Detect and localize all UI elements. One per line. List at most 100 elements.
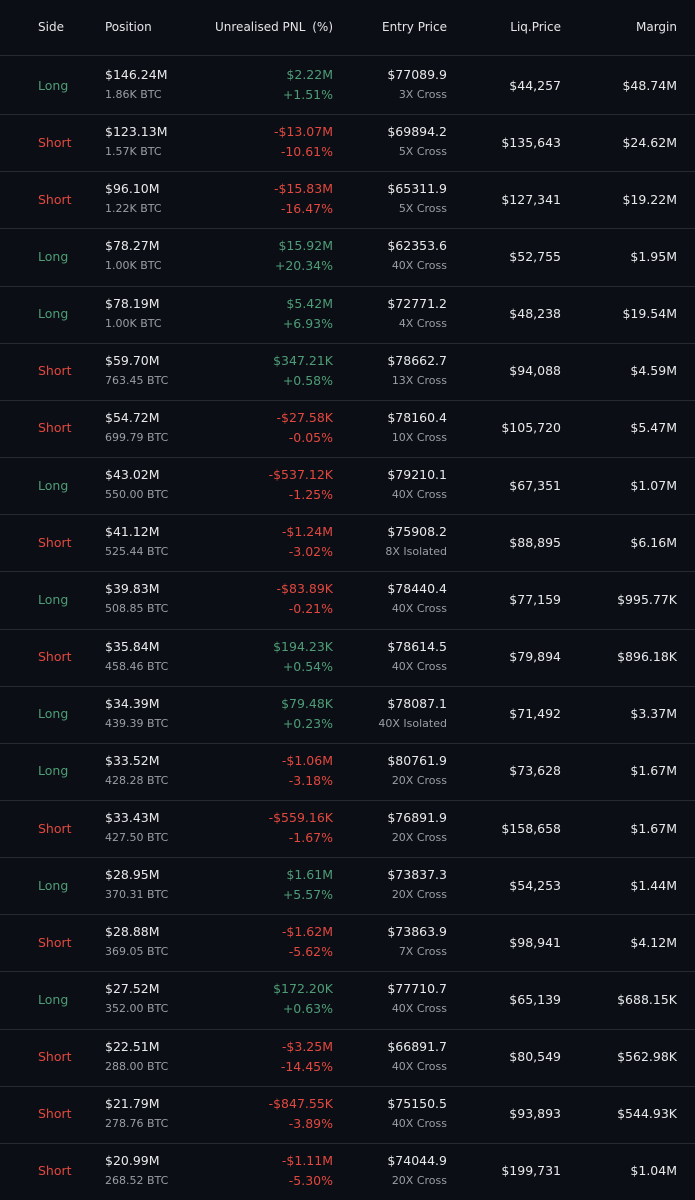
pnl-value: -$537.12K	[268, 467, 333, 483]
margin: $544.93K	[617, 1106, 677, 1122]
position-value: $20.99M	[105, 1152, 160, 1168]
row-divider	[0, 685, 695, 687]
header-pct: (%)	[312, 20, 333, 34]
pnl-value: -$27.58K	[276, 409, 333, 425]
entry-price: $74044.9	[387, 1152, 447, 1168]
entry-price: $79210.1	[387, 467, 447, 483]
leverage: 4X Cross	[398, 316, 447, 330]
position-size: 508.85 BTC	[105, 602, 169, 616]
header-divider	[0, 55, 695, 56]
leverage: 7X Cross	[398, 945, 447, 959]
position-value: $41.12M	[105, 524, 160, 540]
pnl-value: -$13.07M	[273, 124, 333, 140]
pnl-percent: -1.67%	[288, 829, 333, 845]
pnl-percent: -3.18%	[288, 772, 333, 788]
header-margin: Margin	[636, 20, 677, 34]
liq-price: $79,894	[509, 649, 561, 665]
pnl-value: $1.61M	[286, 867, 333, 883]
position-size: 268.52 BTC	[105, 1173, 169, 1187]
row-divider	[0, 285, 695, 287]
side: Long	[38, 591, 69, 607]
position-size: 439.39 BTC	[105, 716, 169, 730]
side: Long	[38, 249, 69, 265]
side: Short	[38, 649, 72, 665]
liq-price: $88,895	[509, 534, 561, 550]
margin: $688.15K	[617, 991, 677, 1007]
header-entry: Entry Price	[381, 20, 447, 34]
row-divider	[0, 228, 695, 230]
entry-price: $77089.9	[387, 67, 447, 82]
row-divider	[0, 342, 695, 344]
margin: $1.67M	[630, 763, 677, 779]
leverage: 40X Cross	[391, 602, 447, 616]
pnl-value: $172.20K	[273, 981, 333, 997]
leverage: 13X Cross	[391, 373, 447, 387]
margin: $1.04M	[630, 1163, 677, 1179]
position-value: $43.02M	[105, 467, 160, 483]
position-size: 288.00 BTC	[105, 1059, 169, 1073]
row-divider	[0, 399, 695, 401]
pnl-value: -$847.55K	[268, 1095, 333, 1111]
liq-price: $98,941	[509, 934, 561, 950]
pnl-value: $5.42M	[286, 295, 333, 311]
pnl-value: -$1.11M	[281, 1152, 333, 1168]
side: Long	[38, 706, 69, 722]
position-value: $33.43M	[105, 809, 160, 825]
side: Short	[38, 1049, 72, 1065]
side: Short	[38, 820, 72, 836]
position-value: $35.84M	[105, 638, 160, 654]
row-divider	[0, 171, 695, 173]
margin: $1.44M	[630, 877, 677, 893]
entry-price: $62353.6	[387, 238, 447, 254]
row-divider	[0, 457, 695, 459]
side: Short	[38, 1163, 72, 1179]
position-value: $28.88M	[105, 924, 160, 940]
pnl-value: -$1.06M	[281, 752, 333, 768]
entry-price: $78440.4	[387, 581, 447, 597]
pnl-percent: -0.05%	[288, 429, 333, 445]
liq-price: $71,492	[509, 706, 561, 722]
position-value: $123.13M	[105, 124, 168, 140]
pnl-percent: -3.89%	[288, 1115, 333, 1131]
row-divider	[0, 514, 695, 516]
pnl-percent: -5.62%	[288, 944, 333, 960]
margin: $6.16M	[630, 534, 677, 550]
leverage: 3X Cross	[398, 88, 447, 101]
side: Short	[38, 363, 72, 379]
row-divider	[0, 857, 695, 859]
margin: $4.12M	[630, 934, 677, 950]
side: Long	[38, 991, 69, 1007]
pnl-percent: +0.58%	[282, 372, 333, 388]
entry-price: $66891.7	[387, 1038, 447, 1054]
position-size: 1.22K BTC	[105, 202, 162, 216]
position-value: $34.39M	[105, 695, 160, 711]
leverage: 5X Cross	[398, 202, 447, 216]
position-value: $33.52M	[105, 752, 160, 768]
leverage: 5X Cross	[398, 145, 447, 159]
pnl-percent: +0.63%	[282, 1001, 333, 1017]
margin: $19.54M	[622, 306, 677, 322]
entry-price: $78087.1	[387, 695, 447, 711]
leverage: 40X Cross	[391, 1116, 447, 1130]
position-value: $146.24M	[105, 67, 168, 82]
entry-price: $75150.5	[387, 1095, 447, 1111]
entry-price: $73863.9	[387, 924, 447, 940]
margin: $1.67M	[630, 820, 677, 836]
margin: $4.59M	[630, 363, 677, 379]
margin: $3.37M	[630, 706, 677, 722]
leverage: 20X Cross	[391, 1173, 447, 1187]
row-divider	[0, 1142, 695, 1144]
position-size: 699.79 BTC	[105, 430, 169, 444]
position-value: $22.51M	[105, 1038, 160, 1054]
leverage: 10X Cross	[391, 430, 447, 444]
liq-price: $73,628	[509, 763, 561, 779]
liq-price: $80,549	[509, 1049, 561, 1065]
row-divider	[0, 971, 695, 973]
leverage: 20X Cross	[391, 888, 447, 902]
row-divider	[0, 799, 695, 801]
position-size: 278.76 BTC	[105, 1116, 169, 1130]
margin: $24.62M	[622, 134, 677, 150]
side: Long	[38, 306, 69, 322]
pnl-percent: -0.21%	[288, 601, 333, 617]
